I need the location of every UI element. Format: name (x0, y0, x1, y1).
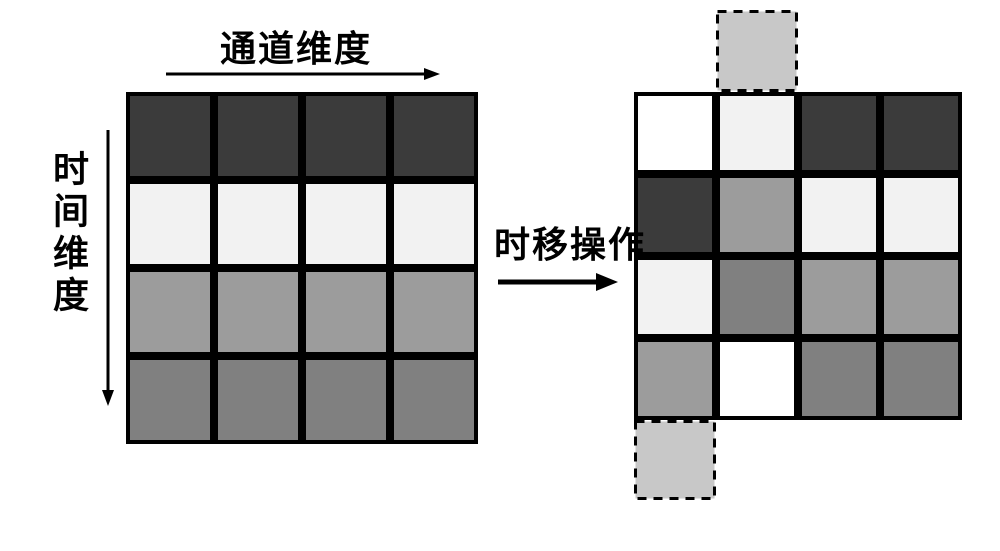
shift-arrow (0, 0, 1000, 551)
diagram-canvas: 通道维度时间维度 时移操作 (0, 0, 1000, 551)
channel-dimension-label: 通道维度 (220, 20, 372, 72)
shift-operation-label: 时移操作 (494, 216, 646, 268)
time-dimension-label: 时间维度 (42, 150, 94, 318)
